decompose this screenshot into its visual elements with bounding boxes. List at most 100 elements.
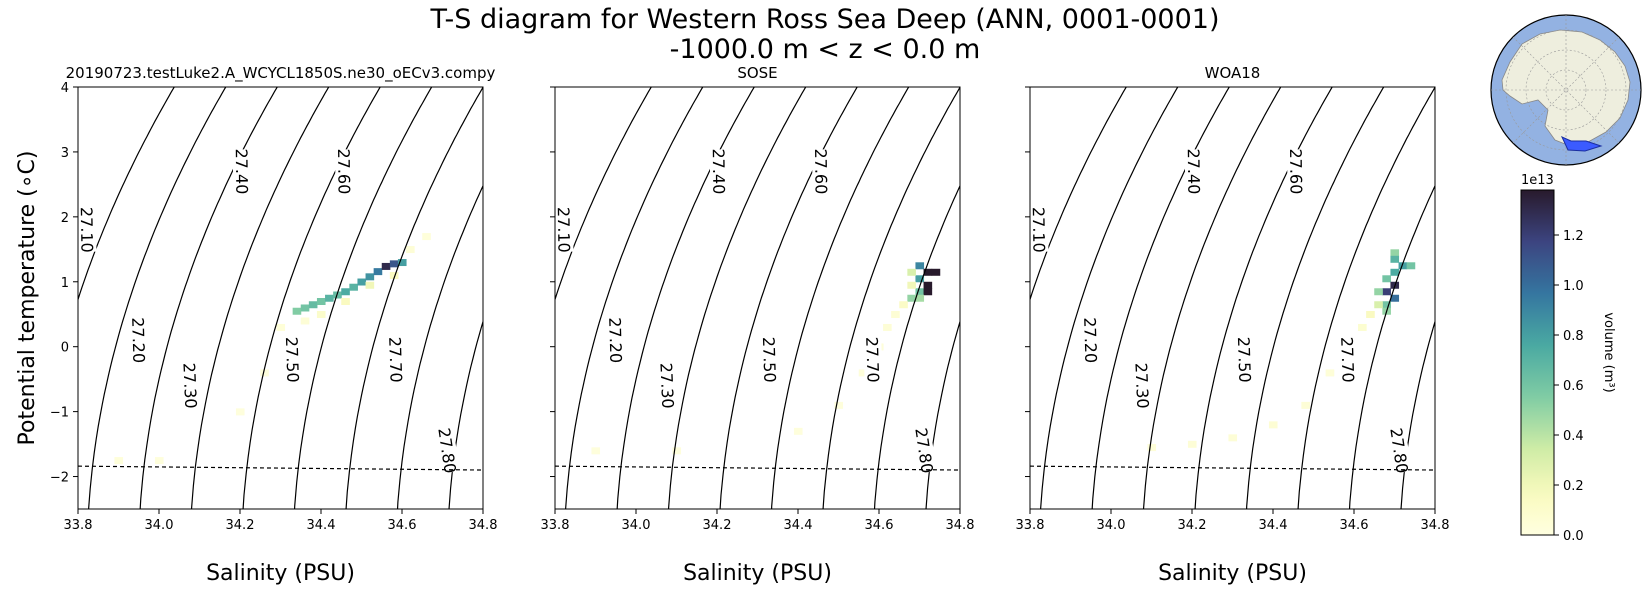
- y-tick-label: 1: [61, 276, 69, 291]
- isopycnal-27.20: [1091, 87, 1230, 509]
- isopycnal-27.70: [873, 185, 960, 509]
- heatmap-cell: [1187, 440, 1197, 448]
- x-tick-label: 34.0: [622, 518, 651, 533]
- y-tick-label: 3: [61, 146, 69, 161]
- contour-label: 27.10: [77, 207, 97, 253]
- heatmap-cell: [1398, 262, 1408, 270]
- heatmap-cell: [923, 268, 933, 276]
- contour-label: 27.40: [1184, 148, 1204, 194]
- contour-label-bg: [1287, 149, 1306, 194]
- x-tick-label: 34.4: [784, 518, 813, 533]
- heatmap-cell: [300, 304, 310, 312]
- contour-label-bg: [759, 337, 780, 382]
- axes-frame: [77, 86, 484, 510]
- heatmap-cell: [1366, 310, 1375, 318]
- contour-label-bg: [282, 337, 303, 382]
- colorbar-tick-label: 1.2: [1563, 229, 1584, 244]
- heatmap-cell: [381, 262, 391, 270]
- contour-label-bg: [1234, 337, 1255, 382]
- isopycnal-27.40: [1194, 87, 1333, 509]
- contour-label-bg: [1338, 337, 1358, 382]
- contour-label: 27.70: [862, 336, 883, 382]
- y-tick-label: −2: [50, 471, 69, 486]
- inset-map: [1490, 14, 1642, 166]
- x-tick-label: 33.8: [541, 518, 570, 533]
- contour-label: 27.70: [1337, 336, 1358, 382]
- contour-label: 27.60: [811, 148, 831, 194]
- heatmap-cell: [591, 447, 601, 455]
- colorbar-tick-label: 0.4: [1563, 429, 1584, 444]
- contour-label: 27.10: [554, 207, 574, 253]
- contour-label-bg: [912, 427, 937, 474]
- heatmap-cell: [300, 317, 310, 325]
- contour-label-bg: [232, 149, 252, 194]
- isopycnal-27.00: [1030, 87, 1127, 300]
- inset-map-region-highlight: [1560, 136, 1603, 152]
- heatmap-cell: [1382, 275, 1391, 283]
- heatmap-cell: [1390, 294, 1400, 302]
- contour-label: 27.80: [1386, 427, 1411, 475]
- heatmap-cell: [923, 288, 933, 296]
- x-tick-label: 34.2: [226, 518, 255, 533]
- heatmap-cell: [308, 301, 318, 309]
- heatmap-cell: [1374, 288, 1383, 296]
- isopycnal-27.40: [719, 87, 858, 509]
- heatmap-cell: [349, 283, 358, 291]
- panels-group: 20190723.testLuke2.A_WCYCL1850S.ne30_oEC…: [15, 64, 1450, 586]
- heatmap-cell: [1390, 249, 1400, 257]
- x-tick-label: 34.6: [865, 518, 894, 533]
- isopycnal-27.70: [396, 185, 483, 509]
- heatmap-cell: [325, 294, 334, 302]
- contour-label: 27.50: [1234, 336, 1255, 382]
- colorbar-exponent: 1e13: [1521, 173, 1554, 188]
- y-tick-label: 2: [61, 211, 69, 226]
- heatmap-cell: [276, 323, 286, 331]
- heatmap-cell: [1390, 255, 1400, 263]
- contour-label-bg: [863, 337, 883, 382]
- heatmap-cell: [406, 246, 415, 254]
- x-tick-label: 34.6: [1340, 518, 1369, 533]
- heatmap-cell: [292, 307, 302, 315]
- heatmap-cell: [923, 281, 933, 289]
- ts-panel-3: WOA18 27.10 27.20 27.30 27.40 27.50 27.60 27.70…: [1016, 64, 1450, 586]
- contour-label: 27.40: [709, 148, 729, 194]
- heatmap-cell: [422, 233, 431, 241]
- y-tick-label: 0: [61, 341, 69, 356]
- heatmap-cell: [373, 268, 383, 276]
- isopycnal-27.20: [616, 87, 755, 509]
- contour-label: 27.30: [656, 362, 677, 409]
- heatmap-cell: [907, 281, 916, 289]
- figure-title-line2: -1000.0 m < z < 0.0 m: [670, 34, 981, 65]
- x-tick-label: 34.8: [946, 518, 975, 533]
- colorbar-tick-label: 0.2: [1563, 479, 1584, 494]
- contour-label-bg: [812, 149, 831, 194]
- panel-title: WOA18: [1205, 64, 1261, 82]
- contour-label-bg: [335, 149, 354, 194]
- heatmap-cell: [915, 294, 925, 302]
- contour-label-bg: [1184, 149, 1204, 194]
- contour-label-bg: [386, 337, 406, 382]
- heatmap-cell: [389, 272, 399, 280]
- heatmap-cell: [931, 268, 941, 276]
- x-tick-label: 34.2: [703, 518, 732, 533]
- heatmap-cell: [1390, 268, 1400, 276]
- x-tick-label: 33.8: [1016, 518, 1045, 533]
- heatmap-cell: [365, 273, 375, 281]
- heatmap-cell: [1358, 323, 1367, 331]
- isopycnal-27.10: [564, 87, 704, 509]
- heatmap-cell: [907, 268, 916, 276]
- contour-label-bg: [78, 207, 97, 252]
- y-tick-label: −1: [50, 406, 69, 421]
- panel-title: SOSE: [737, 64, 777, 82]
- colorbar-tick-label: 1.0: [1563, 279, 1584, 294]
- heatmap-cell: [672, 447, 682, 455]
- x-axis-label: Salinity (PSU): [1158, 561, 1307, 586]
- contour-label-bg: [1081, 317, 1101, 363]
- contour-label: 27.20: [1080, 317, 1100, 363]
- heatmap-cell: [114, 457, 124, 465]
- contour-label: 27.10: [1029, 207, 1049, 253]
- density-contours: 27.10 27.20 27.30 27.40 27.50 27.60 27.70 27.80: [77, 87, 483, 509]
- colorbar-tick-label: 0.0: [1563, 529, 1584, 544]
- freezing-line: [77, 465, 484, 471]
